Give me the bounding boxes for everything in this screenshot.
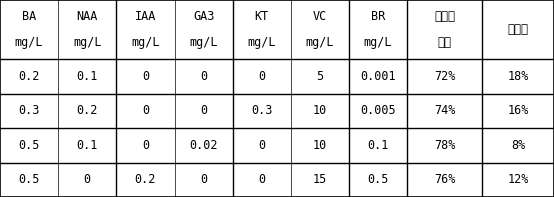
- Text: 0.1: 0.1: [76, 139, 98, 152]
- Text: 0.2: 0.2: [135, 173, 156, 186]
- Text: 74%: 74%: [434, 104, 455, 117]
- Text: 8%: 8%: [511, 139, 525, 152]
- Text: 0: 0: [142, 139, 149, 152]
- Text: IAA: IAA: [135, 10, 156, 23]
- Text: 10: 10: [313, 104, 327, 117]
- Text: KT: KT: [255, 10, 269, 23]
- Text: 18%: 18%: [507, 70, 529, 83]
- Text: 茎尖茆: 茎尖茆: [434, 10, 455, 23]
- Text: 0: 0: [200, 70, 207, 83]
- Text: 15: 15: [313, 173, 327, 186]
- Text: mg/L: mg/L: [15, 36, 43, 49]
- Text: BR: BR: [371, 10, 385, 23]
- Text: mg/L: mg/L: [131, 36, 160, 49]
- Text: 0: 0: [258, 70, 265, 83]
- Text: 褐变率: 褐变率: [507, 23, 529, 36]
- Text: 0: 0: [258, 173, 265, 186]
- Text: VC: VC: [313, 10, 327, 23]
- Text: NAA: NAA: [76, 10, 98, 23]
- Text: 0.5: 0.5: [18, 173, 40, 186]
- Text: mg/L: mg/L: [364, 36, 392, 49]
- Text: BA: BA: [22, 10, 36, 23]
- Text: 0: 0: [200, 104, 207, 117]
- Text: 5: 5: [316, 70, 324, 83]
- Text: GA3: GA3: [193, 10, 214, 23]
- Text: 78%: 78%: [434, 139, 455, 152]
- Text: 0.5: 0.5: [18, 139, 40, 152]
- Text: 10: 10: [313, 139, 327, 152]
- Text: 76%: 76%: [434, 173, 455, 186]
- Text: 0: 0: [258, 139, 265, 152]
- Text: 发率: 发率: [438, 36, 452, 49]
- Text: 0.1: 0.1: [76, 70, 98, 83]
- Text: 0: 0: [200, 173, 207, 186]
- Text: mg/L: mg/L: [189, 36, 218, 49]
- Text: 0.3: 0.3: [18, 104, 40, 117]
- Text: 72%: 72%: [434, 70, 455, 83]
- Text: 0: 0: [142, 70, 149, 83]
- Text: mg/L: mg/L: [248, 36, 276, 49]
- Text: 0: 0: [84, 173, 91, 186]
- Text: 0.005: 0.005: [360, 104, 396, 117]
- Text: 0.1: 0.1: [367, 139, 389, 152]
- Text: 16%: 16%: [507, 104, 529, 117]
- Text: 0.5: 0.5: [367, 173, 389, 186]
- Text: 0.001: 0.001: [360, 70, 396, 83]
- Text: 0.3: 0.3: [251, 104, 273, 117]
- Text: 0.02: 0.02: [189, 139, 218, 152]
- Text: 0.2: 0.2: [76, 104, 98, 117]
- Text: mg/L: mg/L: [306, 36, 334, 49]
- Text: 12%: 12%: [507, 173, 529, 186]
- Text: 0: 0: [142, 104, 149, 117]
- Text: mg/L: mg/L: [73, 36, 101, 49]
- Text: 0.2: 0.2: [18, 70, 40, 83]
